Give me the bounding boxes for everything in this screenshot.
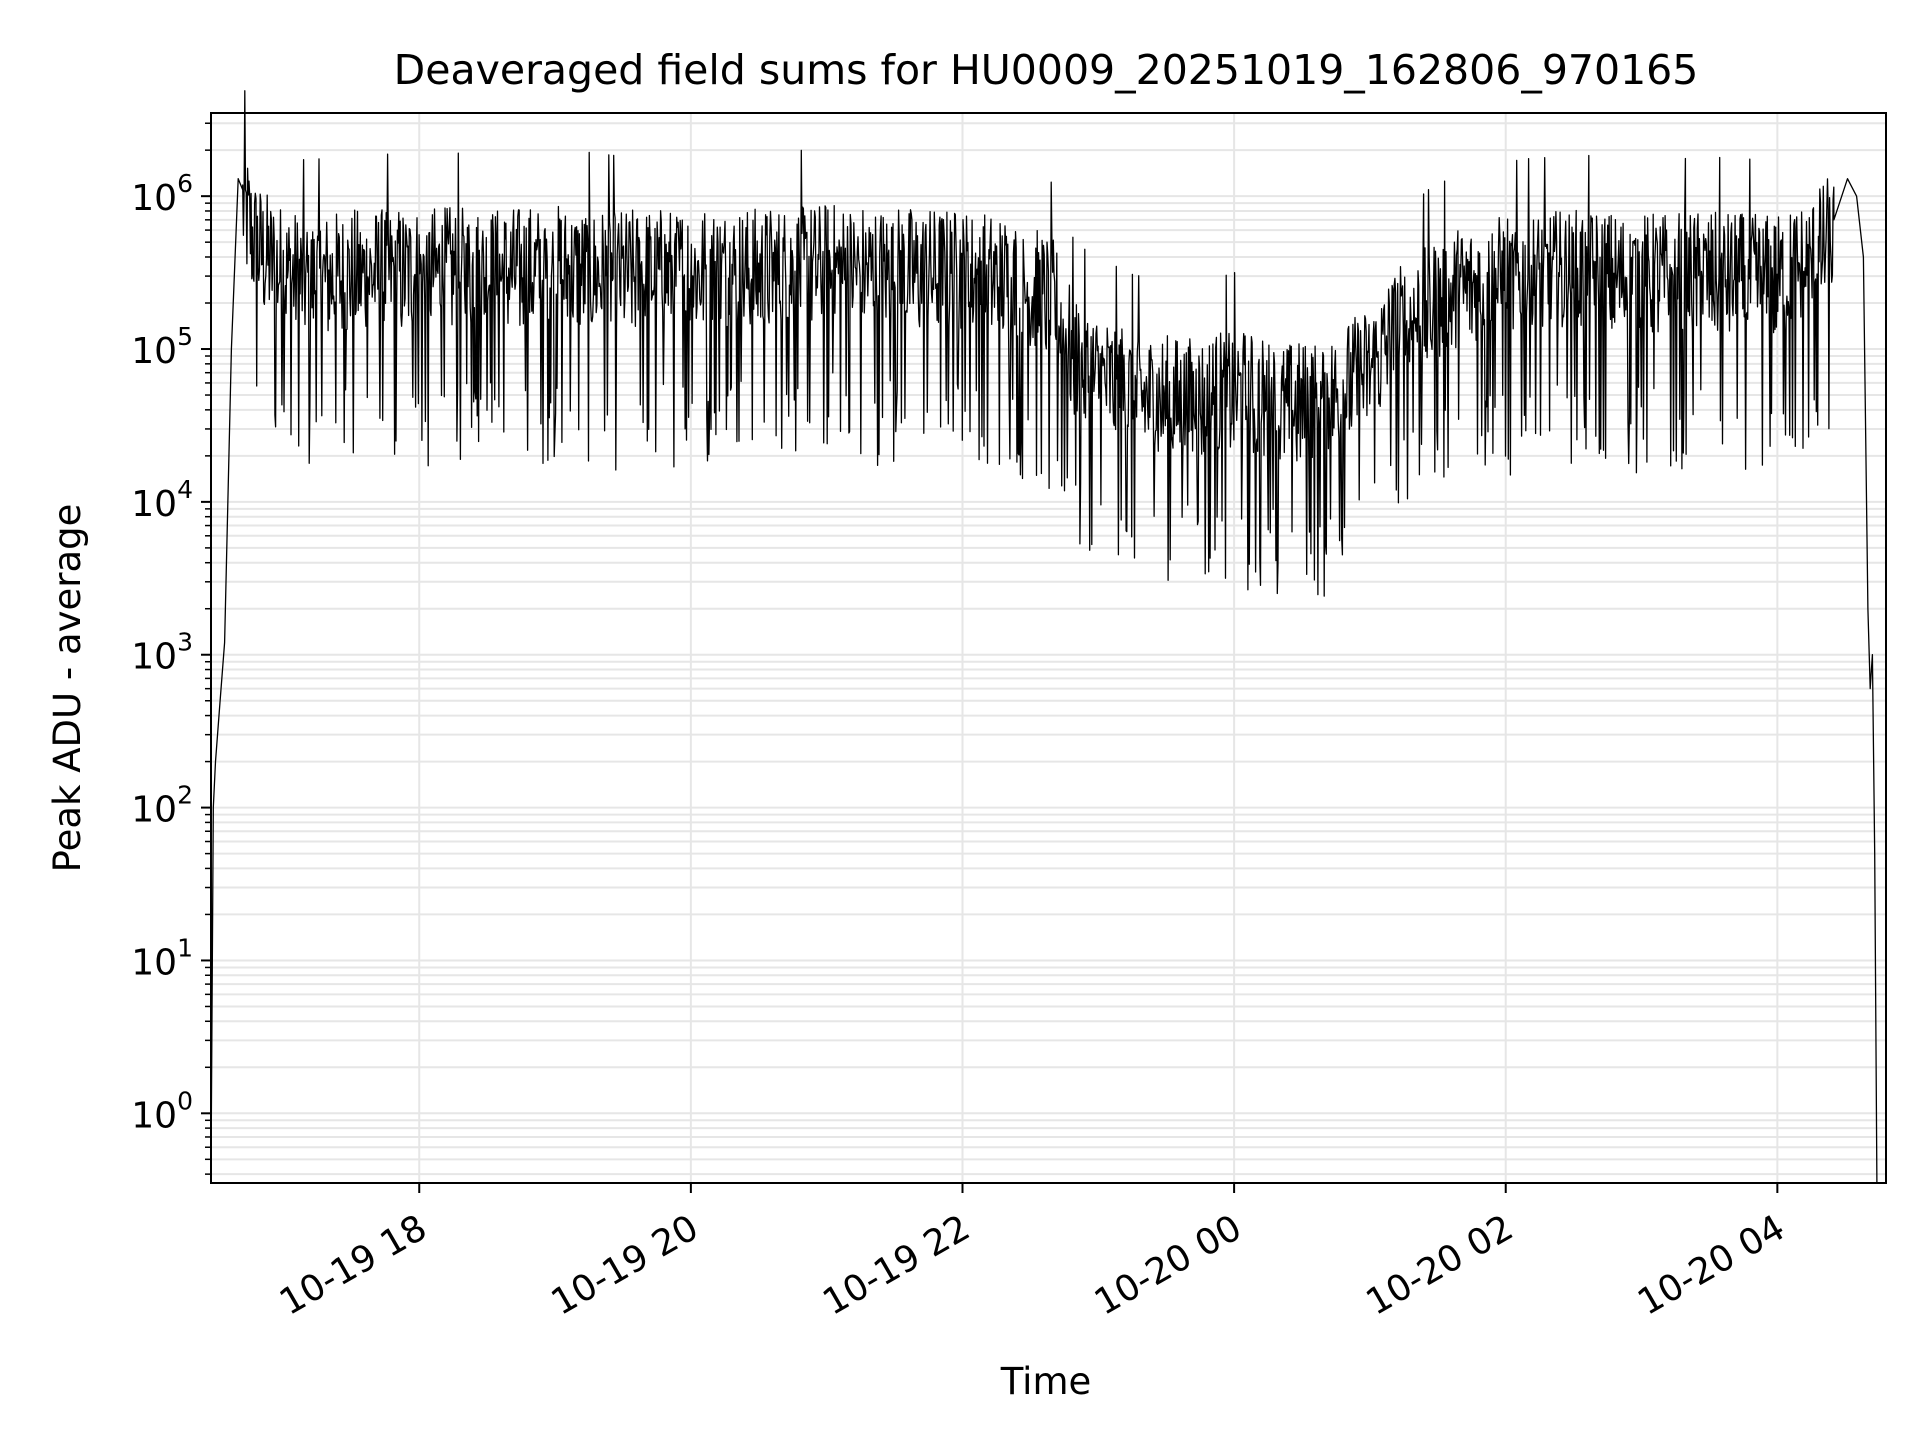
y-tick-label: 101 (131, 933, 193, 983)
grid (211, 113, 1886, 1183)
y-tick-label: 100 (131, 1086, 193, 1136)
y-tick-label: 105 (131, 322, 193, 372)
y-tick-label: 103 (131, 628, 193, 678)
y-axis-label: Peak ADU - average (46, 504, 89, 873)
x-axis-label: Time (1000, 1360, 1092, 1403)
y-tick-label: 106 (131, 169, 193, 219)
y-tick-label: 104 (131, 475, 193, 525)
y-tick-label: 102 (131, 781, 193, 831)
plot-frame (210, 112, 1887, 1184)
chart-title: Deaveraged field sums for HU0009_2025101… (394, 46, 1699, 94)
series-layer (210, 90, 1878, 1184)
series-line (210, 90, 1878, 1184)
